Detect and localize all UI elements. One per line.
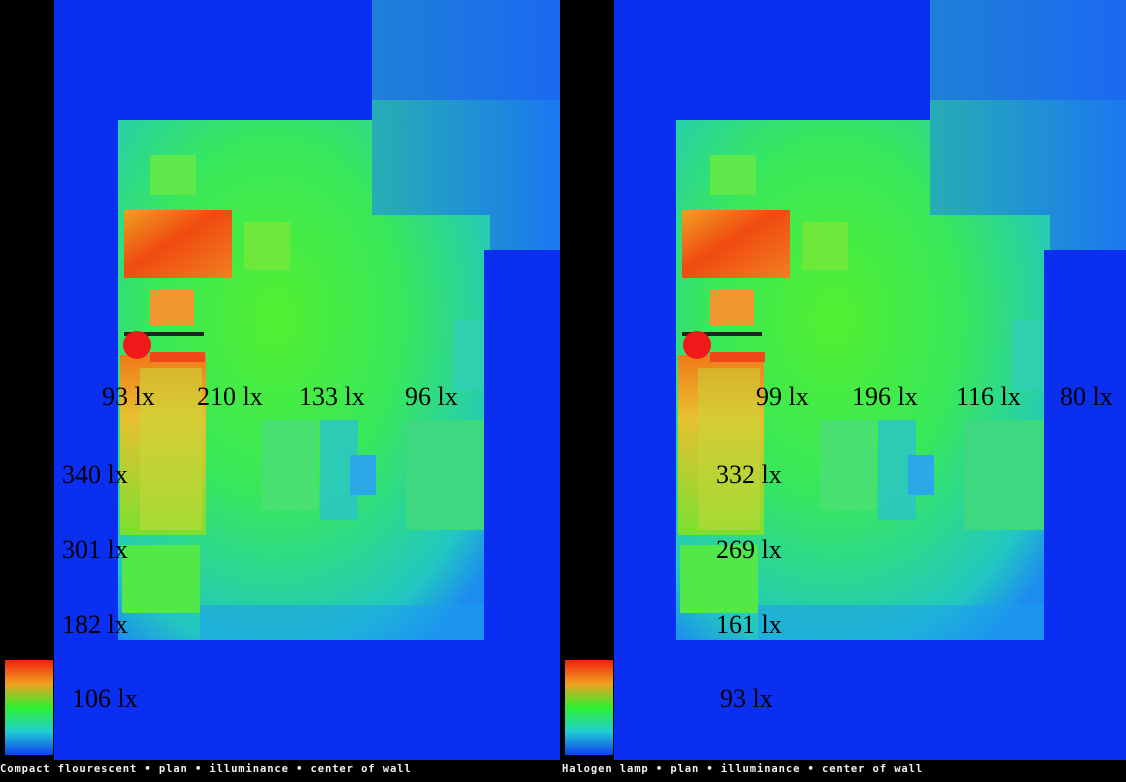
right-caption: Halogen lamp • plan • illuminance • cent…	[562, 763, 924, 775]
left-reading-col-1: 340 lx	[62, 460, 128, 489]
right-illuminance-map	[560, 0, 1126, 760]
left-caption: Compact flourescent • plan • illuminance…	[0, 763, 412, 775]
right-reading-col-1: 332 lx	[716, 460, 782, 489]
left-reading-col-2: 301 lx	[62, 535, 128, 564]
left-illuminance-map	[0, 0, 560, 760]
right-reading-col-3: 161 lx	[716, 610, 782, 639]
left-reading-top-4: 96 lx	[405, 382, 458, 411]
right-reading-top-1: 99 lx	[756, 382, 809, 411]
left-reading-top-3: 133 lx	[299, 382, 365, 411]
left-panel: 93 lx 210 lx 133 lx 96 lx 340 lx 301 lx …	[0, 0, 560, 760]
right-reading-col-2: 269 lx	[716, 535, 782, 564]
right-reading-col-4: 93 lx	[720, 686, 773, 708]
right-reading-top-3: 116 lx	[956, 382, 1021, 411]
right-reading-top-4: 80 lx	[1060, 382, 1113, 411]
right-panel: 99 lx 196 lx 116 lx 80 lx 332 lx 269 lx …	[560, 0, 1126, 760]
left-reading-top-2: 210 lx	[197, 382, 263, 411]
left-reading-top-1: 93 lx	[102, 382, 155, 411]
left-reading-col-4: 106 lx	[72, 686, 138, 708]
right-reading-top-2: 196 lx	[852, 382, 918, 411]
caption-bar	[0, 760, 1126, 782]
left-reading-col-3: 182 lx	[62, 610, 128, 639]
